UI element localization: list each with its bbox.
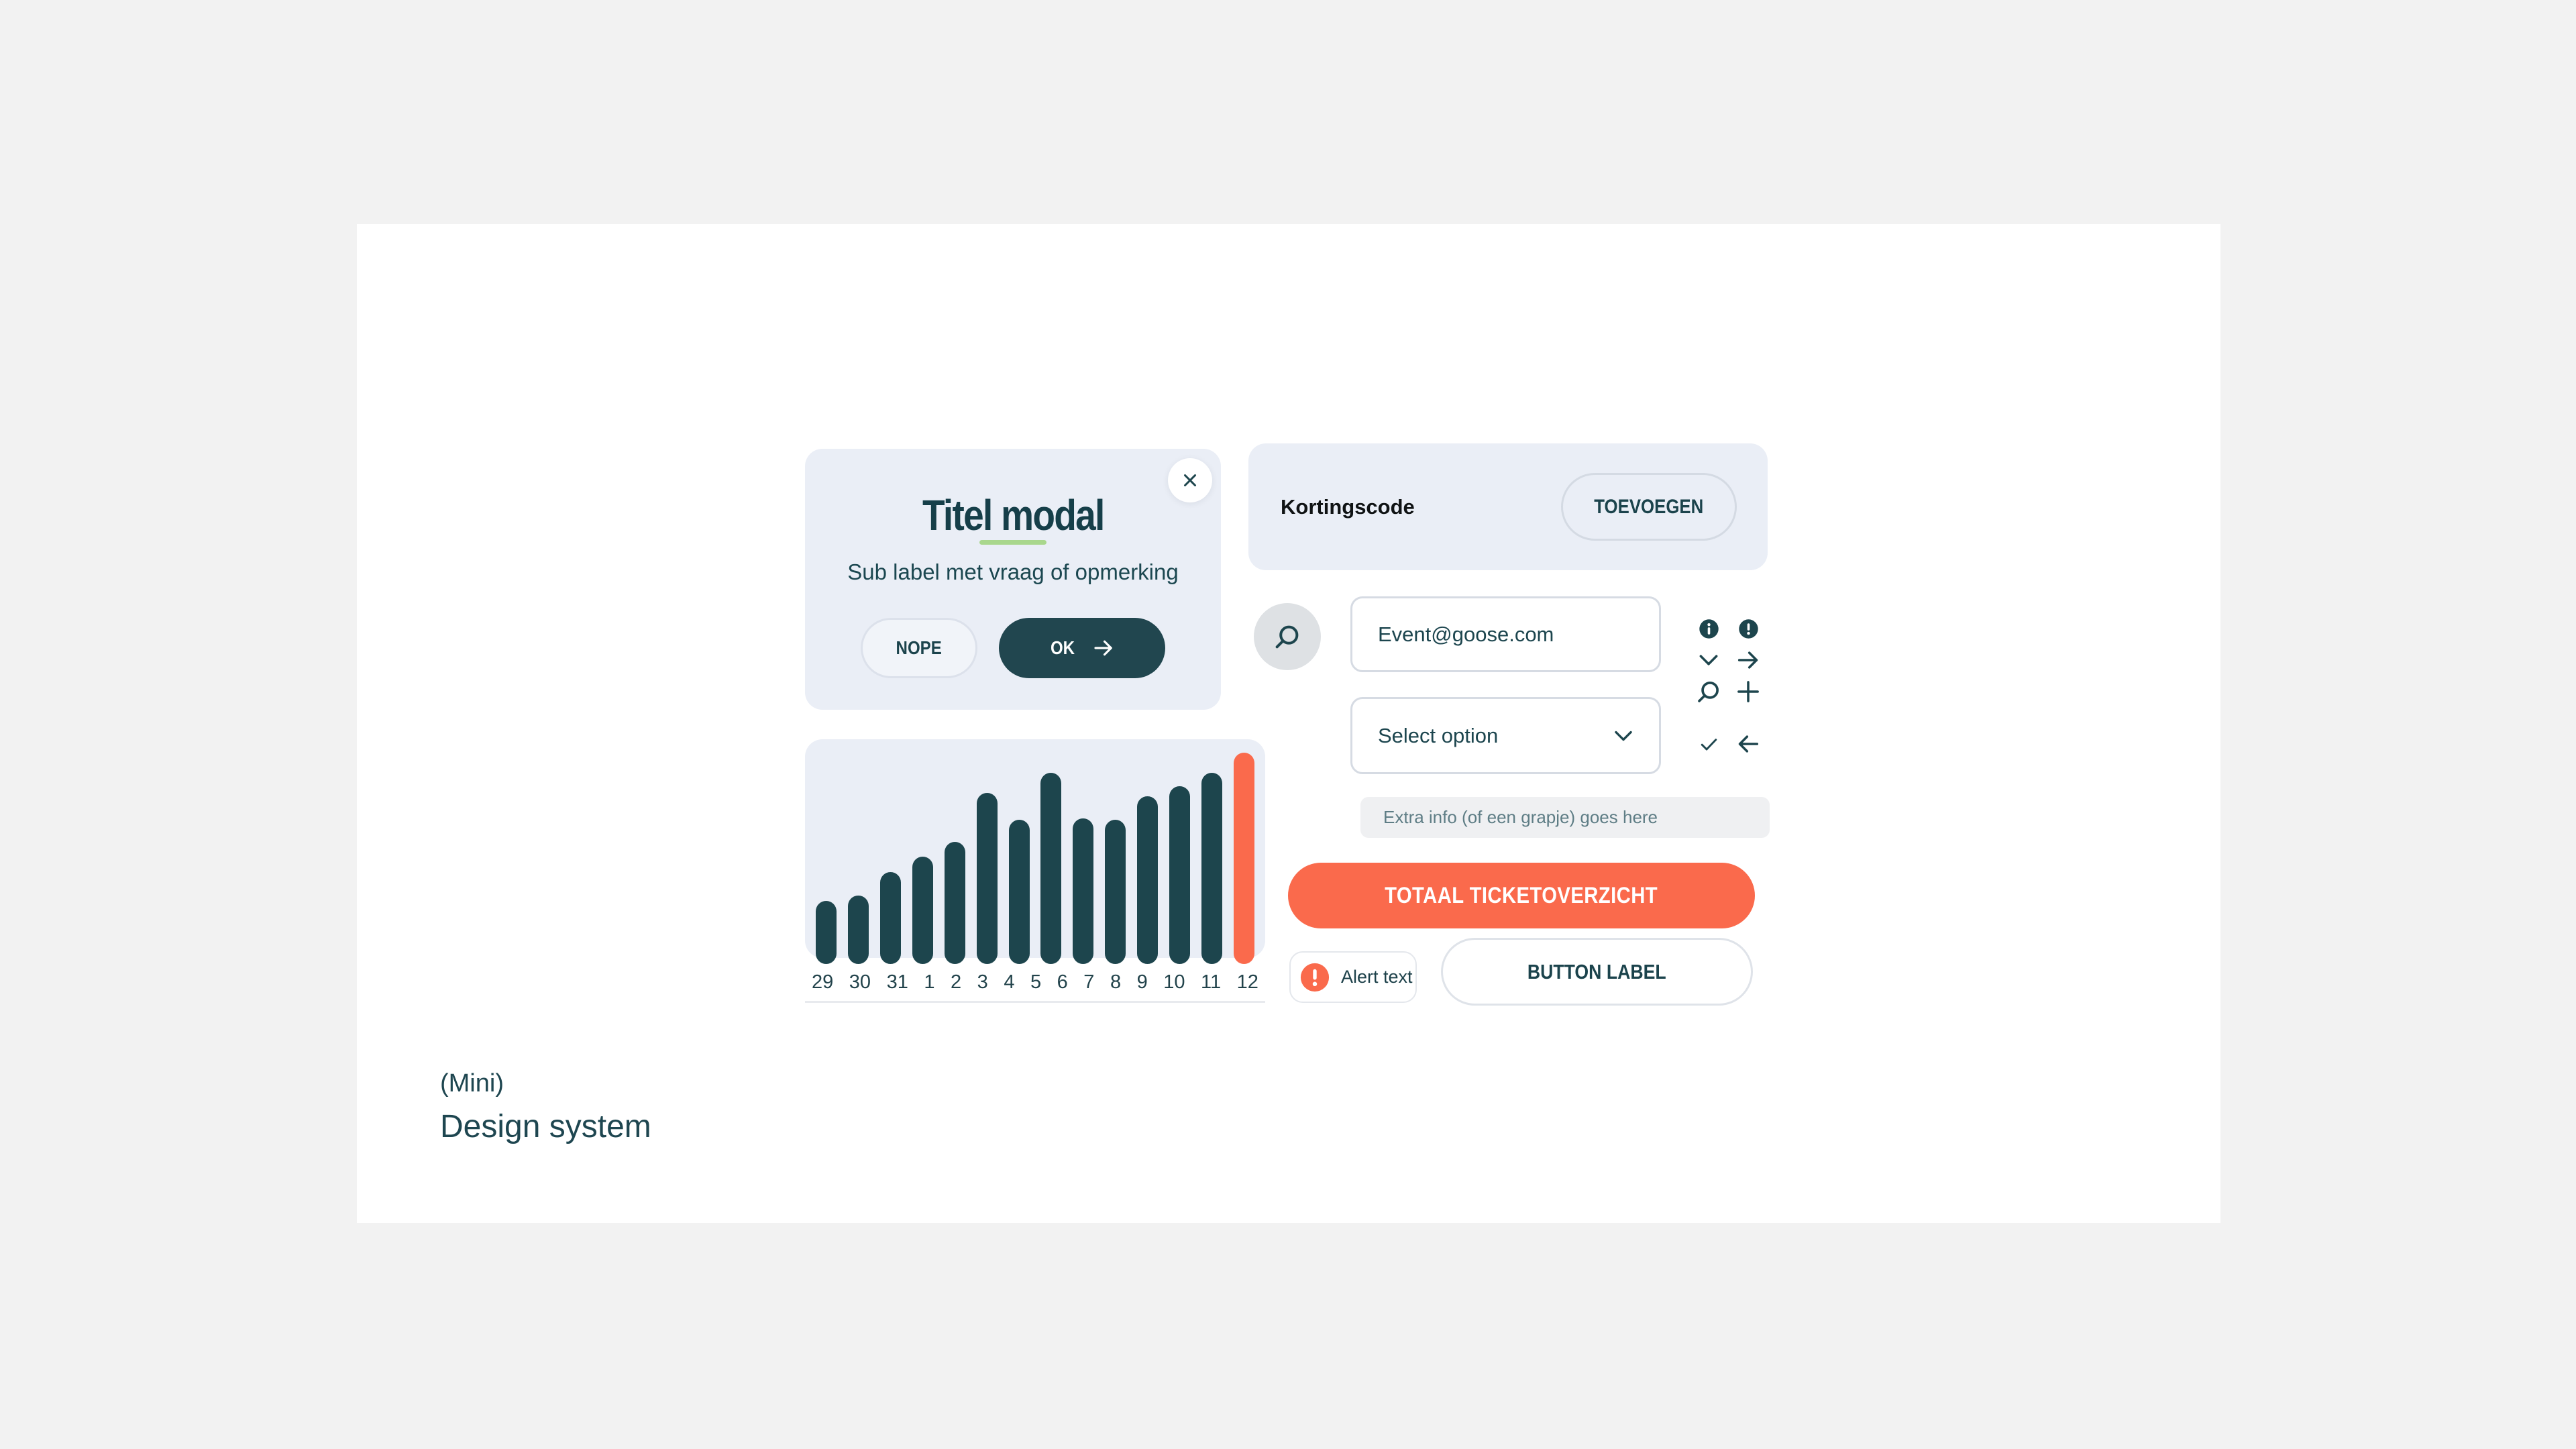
chart-bar [1105, 820, 1126, 964]
chart-bar [944, 842, 965, 964]
cancel-button[interactable]: NOPE [861, 618, 977, 678]
chevron-down-icon [1611, 723, 1636, 749]
page-title: Design system [440, 1109, 651, 1144]
extra-info-chip: Extra info (of een grapje) goes here [1360, 797, 1770, 838]
add-discount-button[interactable]: TOEVOEGEN [1561, 473, 1737, 541]
bar-chart [805, 739, 1265, 964]
chart-x-label: 2 [951, 971, 962, 993]
chart-x-label: 10 [1163, 971, 1185, 993]
chart-x-label: 9 [1136, 971, 1148, 993]
chart-x-label: 30 [849, 971, 871, 993]
extra-info-text: Extra info (of een grapje) goes here [1383, 807, 1658, 827]
chart-x-label: 29 [812, 971, 834, 993]
close-button[interactable] [1168, 458, 1212, 502]
chart-bar [912, 857, 933, 964]
modal-title: Titel modal [922, 491, 1105, 539]
chart-x-label: 3 [977, 971, 988, 993]
title-underline [979, 540, 1046, 545]
arrow-right-icon[interactable] [1734, 646, 1762, 674]
chart-x-labels: 29 30 31 1 2 3 4 5 6 7 8 9 10 11 12 [805, 971, 1265, 994]
alert-text: Alert text [1341, 967, 1413, 987]
chart-bar [816, 901, 837, 964]
confirm-button[interactable]: OK [999, 618, 1165, 678]
modal-subtitle: Sub label met vraag of opmerking [847, 559, 1179, 584]
chart-divider [805, 1001, 1265, 1003]
design-canvas: Titel modal Sub label met vraag of opmer… [357, 224, 2220, 1223]
info-icon[interactable] [1695, 614, 1723, 643]
chart-x-label: 1 [924, 971, 935, 993]
chart-bar [1169, 786, 1191, 964]
arrow-right-icon [1091, 636, 1116, 660]
discount-card: Kortingscode TOEVOEGEN [1248, 443, 1768, 570]
chart-x-label: 8 [1110, 971, 1122, 993]
chart-bar [1201, 773, 1223, 964]
chart-x-label: 7 [1083, 971, 1095, 993]
chart-bar [847, 896, 869, 964]
discount-label: Kortingscode [1281, 494, 1415, 519]
chart-bar [1008, 820, 1030, 964]
check-icon[interactable] [1695, 730, 1723, 758]
plus-icon[interactable] [1734, 678, 1762, 706]
chart-bar-highlight [1233, 753, 1254, 964]
chart-bars [816, 696, 1254, 964]
chart-bar [1073, 818, 1094, 964]
chart-bar [1137, 796, 1159, 964]
arrow-left-icon[interactable] [1734, 730, 1762, 758]
search-button[interactable] [1254, 603, 1321, 670]
modal-button-row: NOPE OK [805, 618, 1221, 678]
chart-x-label: 4 [1004, 971, 1015, 993]
chevron-down-icon[interactable] [1695, 646, 1723, 674]
chart-bar [879, 872, 901, 964]
chart-x-label: 31 [886, 971, 908, 993]
close-icon [1180, 470, 1200, 490]
chart-bar [976, 793, 998, 964]
alert-icon[interactable] [1734, 614, 1762, 643]
search-icon [1272, 621, 1303, 652]
icon-grid [1695, 614, 1768, 758]
email-input[interactable] [1350, 596, 1661, 672]
footer-mini-label: (Mini) [440, 1069, 504, 1097]
ticket-overview-button[interactable]: TOTAAL TICKETOVERZICHT [1288, 863, 1755, 928]
chart-x-label: 5 [1030, 971, 1042, 993]
secondary-button[interactable]: BUTTON LABEL [1441, 938, 1753, 1006]
chart-x-label: 11 [1201, 971, 1222, 993]
search-icon[interactable] [1695, 678, 1723, 706]
chart-x-label: 6 [1057, 971, 1068, 993]
select-value: Select option [1378, 723, 1499, 747]
chart-x-label: 12 [1236, 971, 1258, 993]
select-option-dropdown[interactable]: Select option [1350, 697, 1661, 774]
alert-chip: Alert text [1289, 951, 1417, 1003]
footer: (Mini) Design system [440, 1067, 651, 1148]
alert-icon [1299, 962, 1330, 993]
modal: Titel modal Sub label met vraag of opmer… [805, 449, 1221, 710]
chart-bar [1040, 773, 1062, 964]
